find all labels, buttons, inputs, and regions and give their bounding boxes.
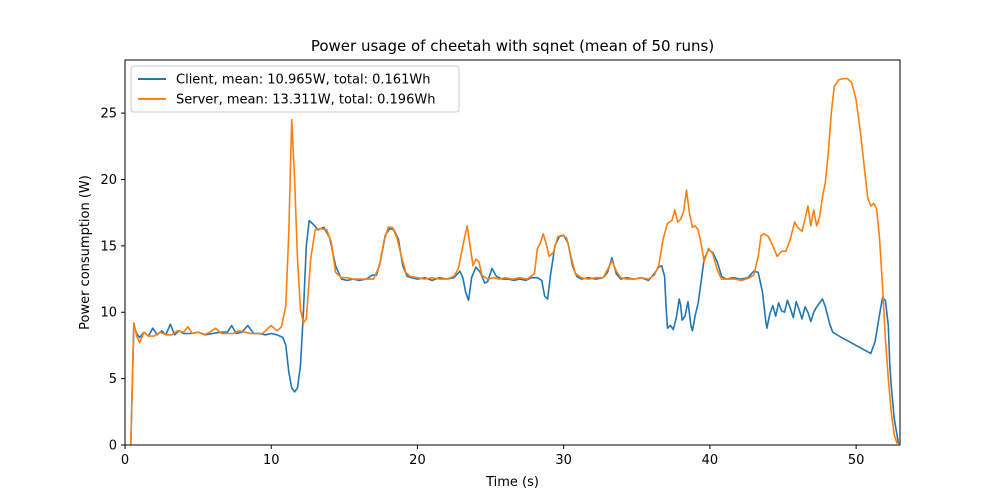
y-tick-label: 15 (100, 239, 117, 254)
y-tick-label: 25 (100, 107, 117, 122)
x-tick-label: 0 (121, 453, 129, 468)
x-axis-label: Time (s) (485, 475, 539, 490)
plot-lines (130, 77, 900, 446)
y-axis: 0 5 10 15 20 25 (100, 107, 125, 454)
x-tick-label: 30 (555, 453, 572, 468)
x-tick-label: 50 (848, 453, 865, 468)
y-tick-label: 5 (109, 372, 117, 387)
chart-title: Power usage of cheetah with sqnet (mean … (311, 37, 714, 55)
plot-frame (124, 59, 901, 446)
y-axis-label: Power consumption (W) (78, 175, 93, 330)
client-series-line (130, 219, 900, 446)
x-tick-label: 40 (702, 453, 719, 468)
y-tick-label: 20 (100, 173, 117, 188)
legend-server-label: Server, mean: 13.311W, total: 0.196Wh (176, 93, 435, 108)
x-axis: 0 10 20 30 40 50 (121, 445, 865, 468)
y-tick-label: 10 (100, 306, 117, 321)
legend-box (130, 65, 460, 113)
x-tick-label: 10 (263, 453, 280, 468)
server-series-line (130, 77, 898, 446)
x-tick-label: 20 (409, 453, 426, 468)
y-tick-label: 0 (109, 439, 117, 454)
legend: Client, mean: 10.965W, total: 0.161Wh Se… (130, 65, 460, 113)
legend-client-label: Client, mean: 10.965W, total: 0.161Wh (176, 73, 430, 88)
